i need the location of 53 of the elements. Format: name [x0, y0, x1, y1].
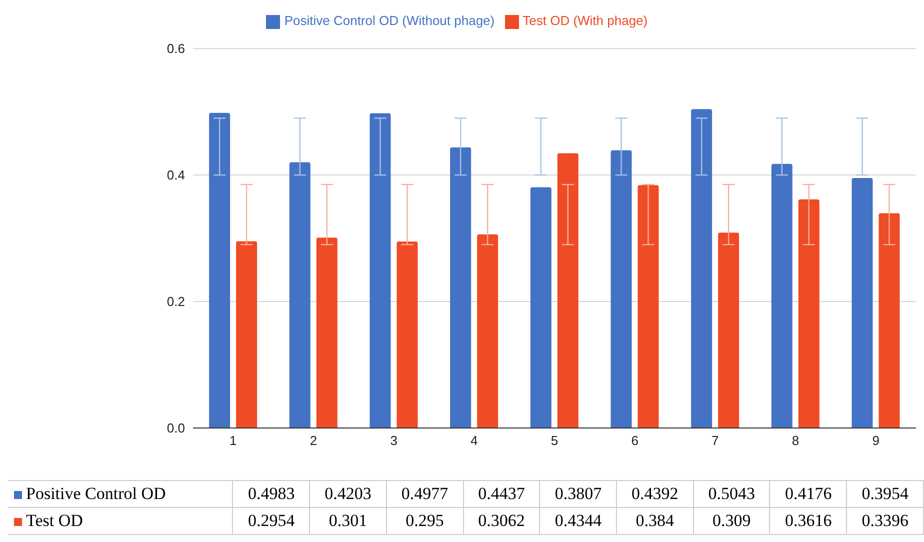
legend-label: Positive Control OD (Without phage) [284, 13, 495, 28]
data-label: 0.3396 [846, 508, 924, 534]
x-tick-label: 4 [470, 433, 478, 448]
bar [477, 234, 498, 428]
bar [289, 162, 310, 428]
data-label: 0.4176 [770, 480, 847, 508]
bar [557, 153, 578, 428]
data-label: 0.301 [310, 508, 386, 534]
data-label: 0.4983 [232, 480, 310, 508]
data-label: 0.3954 [846, 480, 924, 508]
data-label: 0.4344 [540, 508, 617, 534]
data-label: 0.309 [693, 508, 770, 534]
bar [638, 185, 659, 428]
bar [209, 112, 230, 428]
x-tick-label: 2 [310, 433, 318, 448]
bar [798, 199, 820, 428]
data-label: 0.5043 [693, 480, 770, 508]
bar [236, 241, 258, 428]
bar [530, 187, 552, 428]
text: Test OD [8, 508, 233, 534]
bar [852, 178, 873, 428]
bar [878, 213, 900, 428]
bar [316, 238, 338, 428]
text: Positive Control OD [8, 480, 233, 508]
y-tick-label: 0.0 [166, 420, 185, 436]
x-tick-label: 5 [550, 433, 558, 448]
y-tick-label: 0.2 [166, 294, 185, 310]
x-tick-label: 1 [230, 433, 237, 448]
data-label: 0.4392 [616, 480, 694, 508]
x-tick-label: 8 [792, 433, 800, 448]
bar [771, 164, 792, 428]
y-tick-label: 0.4 [166, 168, 185, 183]
x-tick-label: 7 [712, 433, 719, 448]
bar [718, 232, 740, 428]
data-label: 0.3062 [463, 508, 540, 534]
bar [370, 113, 391, 428]
x-tick-label: 3 [390, 433, 398, 448]
data-label: 0.4437 [463, 480, 540, 508]
x-tick-label: 6 [631, 433, 638, 448]
bar [396, 241, 418, 428]
data-label: 0.295 [386, 508, 464, 534]
bar [691, 109, 712, 428]
data-label: 0.3616 [770, 508, 847, 534]
y-tick-label: 0.6 [166, 41, 185, 56]
data-label: 0.3807 [540, 480, 617, 508]
bar [610, 150, 632, 428]
data-label: 0.4977 [386, 480, 464, 508]
legend-label: Test OD (With phage) [522, 13, 648, 28]
data-label: 0.384 [616, 508, 694, 534]
data-label: 0.4203 [310, 480, 386, 508]
bar [450, 147, 472, 428]
x-tick-label: 9 [872, 433, 880, 448]
data-label: 0.2954 [232, 508, 310, 534]
